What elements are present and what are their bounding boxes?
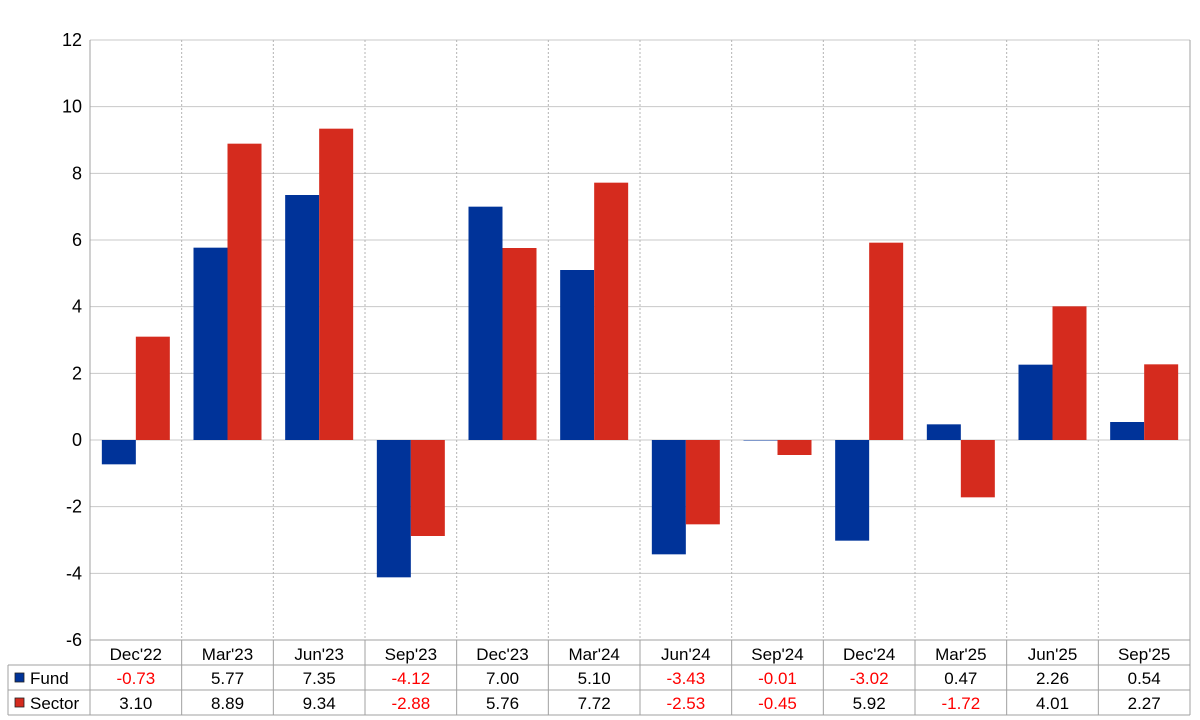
value-label-sector: 5.76 (486, 694, 519, 713)
bar-fund (560, 270, 595, 440)
bar-fund (743, 440, 778, 441)
bar-sector (685, 440, 720, 525)
bar-fund (101, 440, 136, 465)
value-label-sector: -2.53 (666, 694, 705, 713)
value-label-fund: 5.10 (578, 669, 611, 688)
legend-swatch-fund (14, 672, 25, 683)
bar-sector (594, 182, 629, 440)
category-label: Sep'25 (1118, 645, 1170, 664)
value-label-sector: 5.92 (853, 694, 886, 713)
value-label-sector: -2.88 (391, 694, 430, 713)
bar-sector (777, 440, 812, 455)
value-label-fund: 7.35 (303, 669, 336, 688)
bar-sector (410, 440, 445, 536)
y-tick-label: 6 (72, 230, 82, 250)
y-tick-label: 2 (72, 363, 82, 383)
bar-sector (502, 248, 537, 440)
value-label-fund: -3.43 (666, 669, 705, 688)
legend-label-sector: Sector (30, 694, 79, 713)
bar-fund (468, 206, 503, 440)
category-label: Mar'23 (202, 645, 253, 664)
value-label-fund: 0.47 (944, 669, 977, 688)
bar-fund (1110, 422, 1145, 440)
bar-fund (285, 195, 320, 440)
bar-fund (835, 440, 870, 541)
value-label-fund: -4.12 (391, 669, 430, 688)
y-tick-label: 4 (72, 297, 82, 317)
value-label-sector: 4.01 (1036, 694, 1069, 713)
category-label: Sep'23 (385, 645, 437, 664)
value-label-fund: -0.73 (116, 669, 155, 688)
value-label-sector: 8.89 (211, 694, 244, 713)
category-label: Dec'23 (476, 645, 528, 664)
value-label-sector: 7.72 (578, 694, 611, 713)
data-table: Dec'22 Mar'23 Jun'23 Sep'23 Dec'23 Mar'24 Jun'… (7, 639, 1191, 716)
y-axis: 12 10 8 6 4 2 0 -2 -4 -6 (62, 30, 82, 650)
y-tick-label: -6 (66, 630, 82, 650)
category-label: Sep'24 (751, 645, 803, 664)
y-tick-label: 10 (62, 97, 82, 117)
y-tick-label: -2 (66, 497, 82, 517)
legend-swatch-sector (14, 697, 25, 708)
bar-fund (376, 440, 411, 578)
value-label-sector: -1.72 (941, 694, 980, 713)
value-label-fund: 7.00 (486, 669, 519, 688)
bar-fund (926, 424, 961, 440)
value-label-sector: -0.45 (758, 694, 797, 713)
bar-fund (1018, 364, 1053, 440)
y-tick-label: 12 (62, 30, 82, 50)
bars (101, 128, 1179, 578)
bar-sector (869, 242, 904, 440)
bar-sector (319, 128, 354, 440)
grid (89, 39, 1191, 641)
value-label-sector: 9.34 (303, 694, 336, 713)
legend-label-fund: Fund (30, 669, 69, 688)
bar-fund (651, 440, 686, 555)
value-label-fund: 5.77 (211, 669, 244, 688)
bar-sector (960, 440, 995, 498)
value-label-sector: 2.27 (1128, 694, 1161, 713)
value-label-fund: 2.26 (1036, 669, 1069, 688)
bar-sector (1144, 364, 1179, 440)
y-tick-label: 8 (72, 163, 82, 183)
category-label: Dec'22 (110, 645, 162, 664)
bar-fund (193, 247, 228, 440)
category-label: Jun'24 (661, 645, 711, 664)
category-label: Dec'24 (843, 645, 895, 664)
category-label: Jun'23 (294, 645, 344, 664)
bar-sector (1052, 306, 1087, 440)
category-label: Mar'25 (935, 645, 986, 664)
category-label: Jun'25 (1028, 645, 1078, 664)
category-label: Mar'24 (568, 645, 619, 664)
y-tick-label: -4 (66, 563, 82, 583)
value-label-sector: 3.10 (119, 694, 152, 713)
bar-sector (227, 143, 262, 440)
value-label-fund: -0.01 (758, 669, 797, 688)
y-tick-label: 0 (72, 430, 82, 450)
value-label-fund: -3.02 (850, 669, 889, 688)
bar-sector (135, 336, 170, 440)
value-label-fund: 0.54 (1128, 669, 1161, 688)
